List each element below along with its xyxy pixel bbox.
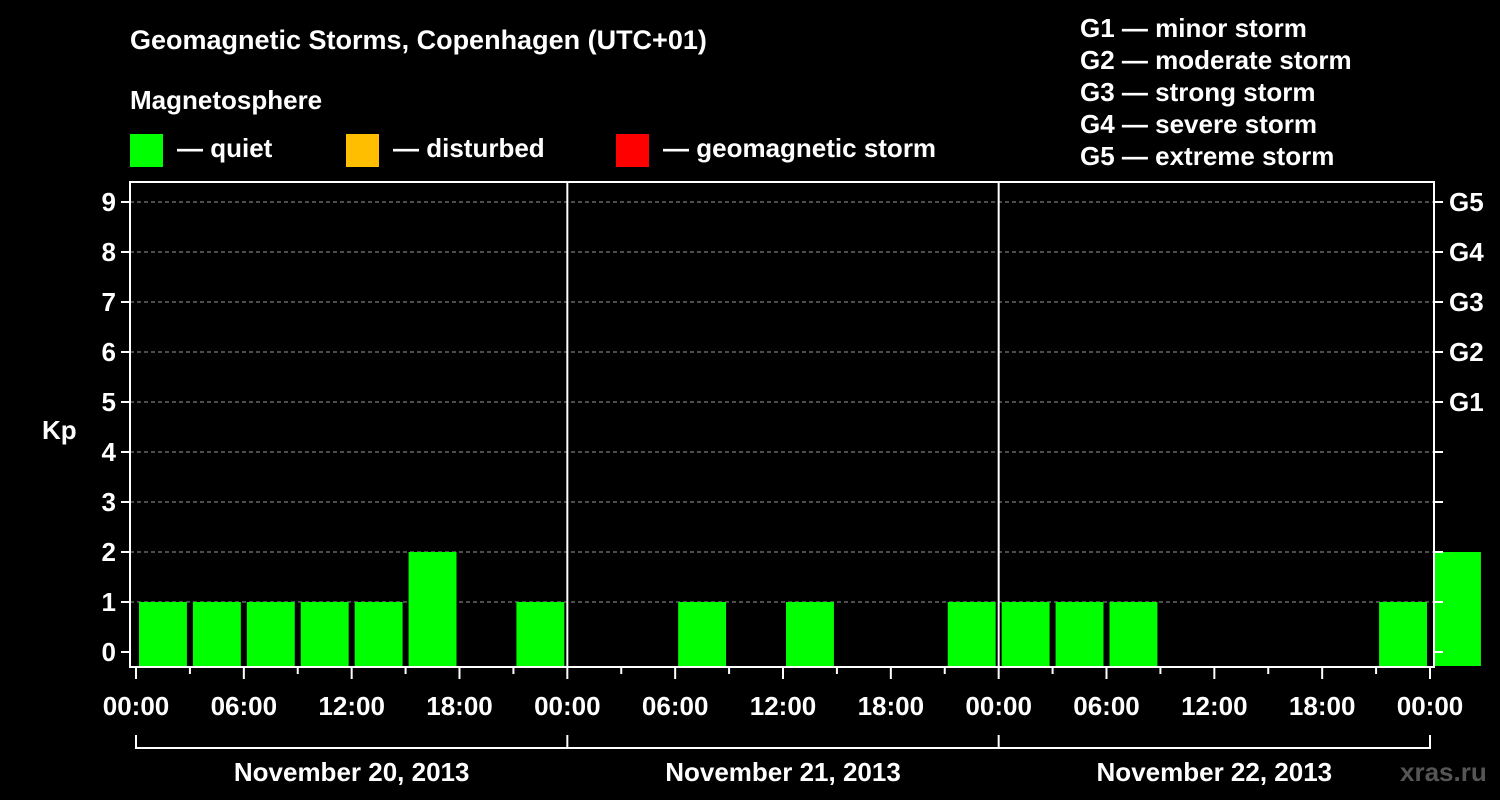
kp-bar-5	[408, 552, 457, 666]
kp-bar-3	[300, 602, 349, 666]
storm-scale-g1: G1 — minor storm	[1080, 13, 1307, 43]
y-tick-label-5: 5	[102, 387, 116, 417]
right-tick-label-3: G4	[1449, 237, 1484, 267]
kp-bar-11	[1055, 602, 1104, 666]
right-tick-label-2: G3	[1449, 287, 1484, 317]
x-tick-label-9: 06:00	[1073, 691, 1140, 721]
y-axis-right: G1 G2 G3 G4 G5	[1434, 187, 1484, 653]
legend-label-storm: — geomagnetic storm	[663, 133, 936, 163]
kp-bar-6	[516, 602, 565, 666]
bars	[139, 552, 1481, 666]
gridlines	[130, 201, 1434, 603]
chart-title: Geomagnetic Storms, Copenhagen (UTC+01)	[130, 25, 707, 55]
y-tick-label-6: 6	[102, 337, 116, 367]
kp-bar-0	[139, 602, 187, 666]
right-tick-label-1: G2	[1449, 337, 1484, 367]
legend-label-disturbed: — disturbed	[393, 133, 545, 163]
kp-bar-10	[1001, 602, 1050, 666]
y-tick-label-8: 8	[102, 237, 116, 267]
kp-bar-12	[1109, 602, 1158, 666]
day-label-2: November 22, 2013	[1097, 757, 1333, 787]
x-tick-label-1: 06:00	[211, 691, 278, 721]
kp-bar-4	[354, 602, 403, 666]
x-tick-label-4: 00:00	[534, 691, 601, 721]
x-tick-label-5: 06:00	[642, 691, 709, 721]
y-tick-label-3: 3	[102, 487, 116, 517]
kp-bar-7	[678, 602, 727, 666]
right-tick-label-0: G1	[1449, 387, 1484, 417]
y-tick-label-2: 2	[102, 537, 116, 567]
kp-bar-13	[1379, 602, 1427, 666]
legend-swatch-disturbed	[346, 134, 379, 167]
storm-scale-g5: G5 — extreme storm	[1080, 141, 1334, 171]
plot-border	[129, 181, 1435, 668]
x-tick-label-3: 18:00	[426, 691, 493, 721]
x-tick-label-7: 18:00	[858, 691, 925, 721]
y-tick-label-4: 4	[102, 437, 117, 467]
storm-scale-g3: G3 — strong storm	[1080, 77, 1315, 107]
x-tick-label-0: 00:00	[103, 691, 170, 721]
y-tick-label-7: 7	[102, 287, 116, 317]
legend: — quiet — disturbed — geomagnetic storm	[130, 133, 936, 167]
kp-bar-2	[246, 602, 295, 666]
day-label-0: November 20, 2013	[234, 757, 470, 787]
y-tick-label-1: 1	[102, 587, 116, 617]
x-tick-label-11: 18:00	[1289, 691, 1356, 721]
storm-scale-g4: G4 — severe storm	[1080, 109, 1317, 139]
x-tick-label-10: 12:00	[1181, 691, 1248, 721]
storm-scale-legend: G1 — minor storm G2 — moderate storm G3 …	[1080, 13, 1352, 171]
x-tick-label-8: 00:00	[965, 691, 1032, 721]
y-tick-label-0: 0	[102, 637, 116, 667]
x-tick-label-12: 00:00	[1397, 691, 1464, 721]
storm-scale-g2: G2 — moderate storm	[1080, 45, 1352, 75]
chart-subtitle: Magnetosphere	[130, 85, 322, 115]
legend-label-quiet: — quiet	[177, 133, 273, 163]
y-axis-left: 0 1 2 3 4 5 6 7 8 9	[102, 187, 130, 667]
kp-bar-8	[786, 602, 834, 666]
legend-swatch-quiet	[130, 134, 163, 167]
y-axis-label: Kp	[42, 415, 77, 445]
x-axis: 00:00 06:00 12:00 18:00 00:00 06:00 12:00 18:00…	[103, 667, 1464, 721]
watermark: xras.ru	[1400, 757, 1487, 787]
kp-bar-14	[1433, 552, 1481, 666]
kp-bar-1	[192, 602, 241, 666]
kp-bar-9	[947, 602, 996, 666]
day-axis: November 20, 2013 November 21, 2013 Novemb…	[135, 735, 1431, 787]
day-label-1: November 21, 2013	[665, 757, 901, 787]
y-tick-label-9: 9	[102, 187, 116, 217]
legend-swatch-storm	[616, 134, 649, 167]
plot-frame	[129, 181, 1435, 668]
right-tick-label-4: G5	[1449, 187, 1484, 217]
x-tick-label-6: 12:00	[750, 691, 817, 721]
x-tick-label-2: 12:00	[318, 691, 385, 721]
